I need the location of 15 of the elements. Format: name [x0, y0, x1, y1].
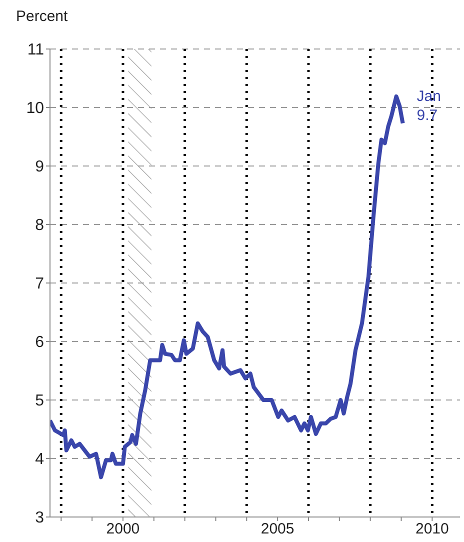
y-tick-label: 5 — [35, 392, 44, 410]
y-tick-label: 3 — [35, 510, 44, 527]
y-tick-label: 6 — [35, 334, 44, 352]
line-series — [50, 94, 405, 480]
annotation: Jan 9.7 — [416, 88, 441, 124]
y-axis-title: Percent — [16, 8, 68, 25]
x-tick-label: 2010 — [415, 520, 449, 538]
y-tick-label: 7 — [35, 276, 44, 293]
y-tick-label: 9 — [35, 158, 44, 176]
y-tick-label: 8 — [35, 217, 44, 234]
y-tick-label: 10 — [26, 100, 44, 118]
y-tick-label: 11 — [27, 42, 44, 59]
y-tick-label: 4 — [35, 451, 44, 468]
x-tick-label: 2005 — [260, 520, 294, 538]
x-tick-label: 2000 — [106, 520, 140, 538]
